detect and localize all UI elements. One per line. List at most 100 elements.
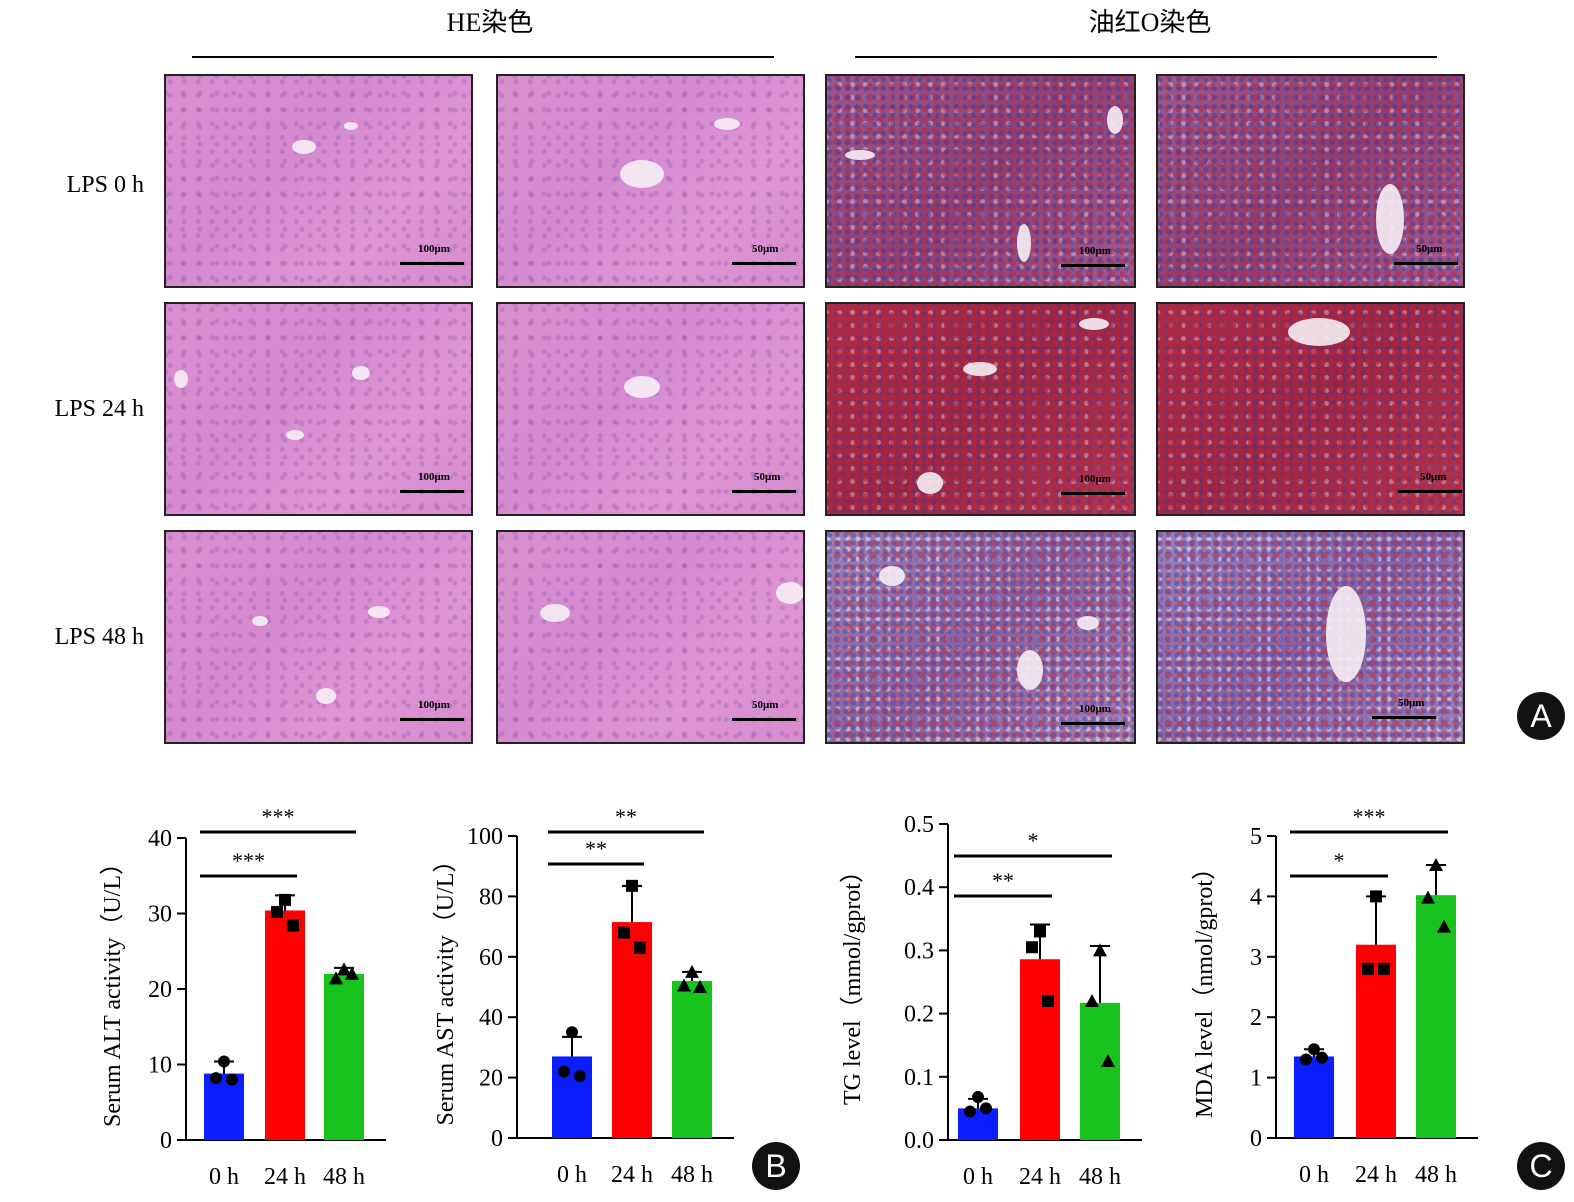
scale-label: 50μm xyxy=(754,471,781,483)
y-tick-label: 0.0 xyxy=(904,1128,934,1154)
micrograph-oro-low-24h: 100μm xyxy=(825,302,1136,516)
bar-48h xyxy=(324,973,364,1140)
scale-label: 50μm xyxy=(752,699,779,711)
data-point xyxy=(1437,919,1451,933)
bar-24h xyxy=(612,922,652,1138)
scale-label: 100μm xyxy=(418,699,450,711)
row-label-lps-48h: LPS 48 h xyxy=(54,624,144,650)
data-point xyxy=(345,966,359,980)
micrograph-he-low-48h: 100μm xyxy=(164,530,473,744)
micrograph-he-high-48h: 50μm xyxy=(496,530,805,744)
data-point xyxy=(218,1055,230,1068)
data-point xyxy=(566,1026,578,1039)
x-category-label: 0 h xyxy=(557,1162,587,1188)
y-axis-label: Serum ALT activity（U/L） xyxy=(100,851,126,1127)
data-point xyxy=(337,962,351,976)
scale-label: 50μm xyxy=(1416,243,1443,255)
bar-48h xyxy=(672,980,712,1138)
y-tick-label: 0 xyxy=(160,1128,172,1154)
data-point xyxy=(1421,890,1435,904)
row-label-lps-0h: LPS 0 h xyxy=(66,172,144,198)
data-point xyxy=(1026,941,1038,954)
y-tick-label: 10 xyxy=(148,1053,172,1079)
bar-24h xyxy=(1020,959,1060,1140)
y-tick-label: 20 xyxy=(148,977,172,1003)
bar-0h xyxy=(552,1056,592,1138)
y-tick-label: 3 xyxy=(1250,945,1262,971)
y-tick-label: 40 xyxy=(148,826,172,852)
scale-label: 100μm xyxy=(1079,703,1111,715)
y-tick-label: 0.1 xyxy=(904,1065,934,1091)
x-category-label: 48 h xyxy=(323,1164,365,1190)
y-tick-label: 0.5 xyxy=(904,812,934,838)
data-point xyxy=(693,980,707,993)
data-point xyxy=(287,919,299,932)
data-point xyxy=(329,971,343,985)
x-category-label: 24 h xyxy=(611,1162,653,1188)
y-tick-label: 0 xyxy=(491,1126,503,1152)
significance-label: *** xyxy=(232,848,265,873)
data-point xyxy=(634,941,646,954)
y-tick-label: 20 xyxy=(479,1066,503,1092)
significance-label: * xyxy=(1334,848,1345,873)
data-point xyxy=(558,1065,570,1078)
data-point xyxy=(626,879,638,892)
significance-label: ** xyxy=(992,868,1014,893)
data-point xyxy=(271,905,283,918)
micrograph-oro-low-48h: 100μm xyxy=(825,530,1136,744)
x-category-label: 24 h xyxy=(264,1164,306,1190)
significance-label: ** xyxy=(585,836,607,861)
scale-label: 100μm xyxy=(1079,245,1111,257)
data-point xyxy=(210,1072,222,1085)
x-category-label: 0 h xyxy=(209,1164,239,1190)
data-point xyxy=(972,1091,984,1104)
x-category-label: 0 h xyxy=(1299,1162,1329,1188)
y-tick-label: 0 xyxy=(1250,1126,1262,1152)
oro-stain-title: 油红O染色 xyxy=(1088,8,1212,37)
scale-label: 50μm xyxy=(1398,697,1425,709)
data-point xyxy=(1101,1054,1115,1067)
x-category-label: 24 h xyxy=(1019,1164,1061,1190)
x-category-label: 24 h xyxy=(1355,1162,1397,1188)
y-tick-label: 40 xyxy=(479,1005,503,1031)
y-tick-label: 0.4 xyxy=(904,875,934,901)
y-tick-label: 80 xyxy=(479,884,503,910)
x-category-label: 48 h xyxy=(1415,1162,1457,1188)
y-axis-label: Serum AST activity（U/L） xyxy=(433,849,459,1126)
data-point xyxy=(618,926,630,939)
data-point xyxy=(1093,943,1107,957)
significance-label: ** xyxy=(615,804,637,829)
data-point xyxy=(1429,857,1443,871)
micrograph-oro-low-0h: 100μm xyxy=(825,74,1136,288)
x-category-label: 48 h xyxy=(671,1162,713,1188)
he-stain-title: HE染色 xyxy=(446,8,534,37)
micrograph-oro-high-48h: 50μm xyxy=(1156,530,1465,744)
micrograph-he-high-24h: 50μm xyxy=(496,302,805,516)
tg-bar-chart: 0.0 0.1 0.2 0.3 0.4 0.5 TG level（mmol/gprot） 0 … xyxy=(840,812,1142,1190)
micrograph-oro-high-24h: 50μm xyxy=(1156,302,1465,516)
data-point xyxy=(1300,1053,1312,1066)
alt-bar-chart: 0 10 20 30 40 Serum ALT activity（U/L） 0 h 24 h 4… xyxy=(100,804,386,1190)
significance-label: * xyxy=(1028,828,1039,853)
data-point xyxy=(685,964,699,978)
data-point xyxy=(574,1070,586,1083)
scale-label: 100μm xyxy=(418,243,450,255)
bar-48h xyxy=(1416,895,1456,1138)
he-title-rule xyxy=(192,56,774,58)
row-label-lps-24h: LPS 24 h xyxy=(54,396,144,422)
bar-24h xyxy=(1356,944,1396,1138)
micrograph-he-low-0h: 100μm xyxy=(164,74,473,288)
data-point xyxy=(1316,1051,1328,1064)
micrograph-oro-high-0h: 50μm xyxy=(1156,74,1465,288)
bar-0h xyxy=(1294,1056,1334,1138)
y-tick-label: 5 xyxy=(1250,824,1262,850)
data-point xyxy=(1034,925,1046,938)
data-point xyxy=(1308,1043,1320,1056)
panel-label-c: C xyxy=(1517,1142,1565,1190)
x-category-label: 0 h xyxy=(963,1164,993,1190)
data-point xyxy=(1042,994,1054,1007)
y-tick-label: 0.2 xyxy=(904,1002,934,1028)
micrograph-he-low-24h: 100μm xyxy=(164,302,473,516)
significance-label: *** xyxy=(262,804,295,829)
